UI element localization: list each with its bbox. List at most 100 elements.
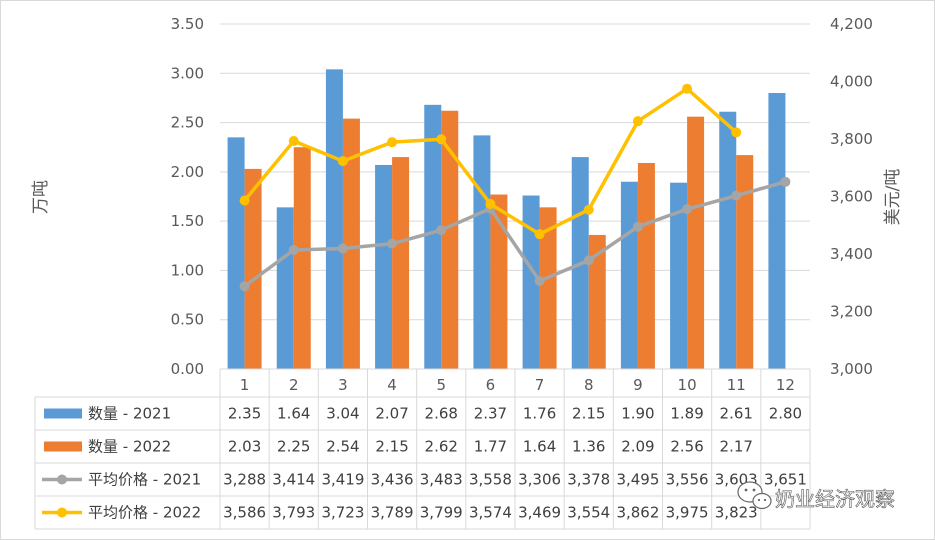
table-cell: 1.90 [621,405,654,423]
bar-2022 [637,162,655,369]
table-cell: 3,495 [616,471,659,489]
bar-2021 [768,93,786,369]
table-cell: 3,556 [666,471,709,489]
table-cell: 2.37 [474,405,507,423]
marker-avg-price-2022 [583,204,594,215]
x-category-label: 8 [584,376,594,394]
bar-2022 [342,118,360,369]
bar-2022 [441,110,459,369]
wechat-icon [737,481,772,510]
table-cell: 3,436 [371,471,414,489]
marker-avg-price-2022 [239,195,250,206]
x-category-label: 4 [387,376,397,394]
table-cell: 2.80 [769,405,802,423]
table-cell: 1.89 [670,405,703,423]
bar-2022 [588,234,606,369]
legend-label: 数量 - 2021 [88,405,171,423]
table-cell: 2.25 [277,438,310,456]
x-category-label: 7 [535,376,545,394]
line-avg-price-2021 [243,180,786,288]
x-category-label: 6 [486,376,496,394]
table-cell: 1.77 [474,438,507,456]
legend-key-marker-2021 [57,474,67,485]
marker-avg-price-2021 [583,255,594,266]
marker-avg-price-2022 [632,116,643,127]
legend-label: 数量 - 2022 [88,438,171,456]
legend-label: 平均价格 - 2022 [88,504,201,522]
table-cell: 3,789 [371,504,414,522]
y-right-tick-label: 4,000 [830,73,873,91]
table-cell: 3,306 [518,471,561,489]
table-cell: 3,378 [567,471,610,489]
table-cell: 2.03 [228,438,261,456]
bar-2022 [392,157,410,369]
y-left-tick-label: 2.50 [171,114,204,132]
bar-2022 [490,194,508,369]
table-cell: 3.04 [326,405,359,423]
table-cell: 3,586 [223,504,266,522]
watermark: 奶业经济观察 [737,481,895,511]
watermark-text: 奶业经济观察 [775,487,895,511]
bar-2021 [719,111,737,369]
table-cell: 3,554 [567,504,610,522]
bar-2021 [276,207,294,369]
legend-label: 平均价格 - 2021 [88,471,201,489]
marker-avg-price-2021 [288,244,299,255]
table-cell: 2.61 [720,405,753,423]
table-cell: 2.17 [720,438,753,456]
legend-key-marker-2022 [57,507,67,518]
table-cell: 3,723 [321,504,364,522]
table-cell: 1.76 [523,405,556,423]
y-right-tick-label: 3,800 [830,130,873,148]
table-cell: 3,419 [321,471,364,489]
table-cell: 2.07 [375,405,408,423]
marker-avg-price-2022 [682,83,693,94]
bar-2022 [687,116,705,370]
marker-avg-price-2022 [436,134,447,145]
table-cell: 3,799 [420,504,463,522]
table-cell: 2.09 [621,438,654,456]
y-right-tick-label: 3,000 [830,360,873,378]
table-cell: 3,483 [420,471,463,489]
marker-avg-price-2021 [632,221,643,232]
table-cell: 3,651 [764,471,807,489]
y-axis-right-title: 美元/吨 [883,169,903,226]
bar-2021 [670,182,688,369]
x-category-label: 11 [727,376,746,394]
table-cell: 2.35 [228,405,261,423]
marker-avg-price-2021 [534,276,545,287]
y-right-tick-label: 4,200 [830,15,873,33]
y-right-tick-label: 3,200 [830,303,873,321]
x-category-label: 10 [678,376,697,394]
bar-2022 [293,147,311,369]
table-cell: 2.62 [425,438,458,456]
marker-avg-price-2021 [387,238,398,249]
table-cell: 3,574 [469,504,512,522]
marker-avg-price-2022 [337,156,348,167]
table-cell: 3,862 [616,504,659,522]
y-left-tick-label: 0.50 [171,311,204,329]
y-left-tick-label: 1.00 [171,261,204,279]
y-left-tick-label: 2.00 [171,163,204,181]
y-left-tick-label: 0.00 [171,360,204,378]
table-cell: 2.15 [375,438,408,456]
y-left-tick-label: 3.00 [171,64,204,82]
x-category-label: 5 [436,376,446,394]
marker-avg-price-2022 [534,229,545,240]
bar-2021 [227,137,245,369]
bar-2022 [736,155,754,369]
marker-avg-price-2022 [731,127,742,138]
marker-avg-price-2021 [436,225,447,236]
bar-2021 [473,135,491,369]
y-left-tick-label: 3.50 [171,15,204,33]
marker-avg-price-2021 [337,243,348,254]
bar-2021 [375,164,393,369]
x-category-label: 12 [776,376,795,394]
marker-avg-price-2021 [682,204,693,215]
table-cell: 2.15 [572,405,605,423]
legend-key-bar-2022 [44,441,82,452]
bar-2021 [620,181,638,369]
bar-2022 [244,168,262,369]
marker-avg-price-2021 [780,176,791,187]
